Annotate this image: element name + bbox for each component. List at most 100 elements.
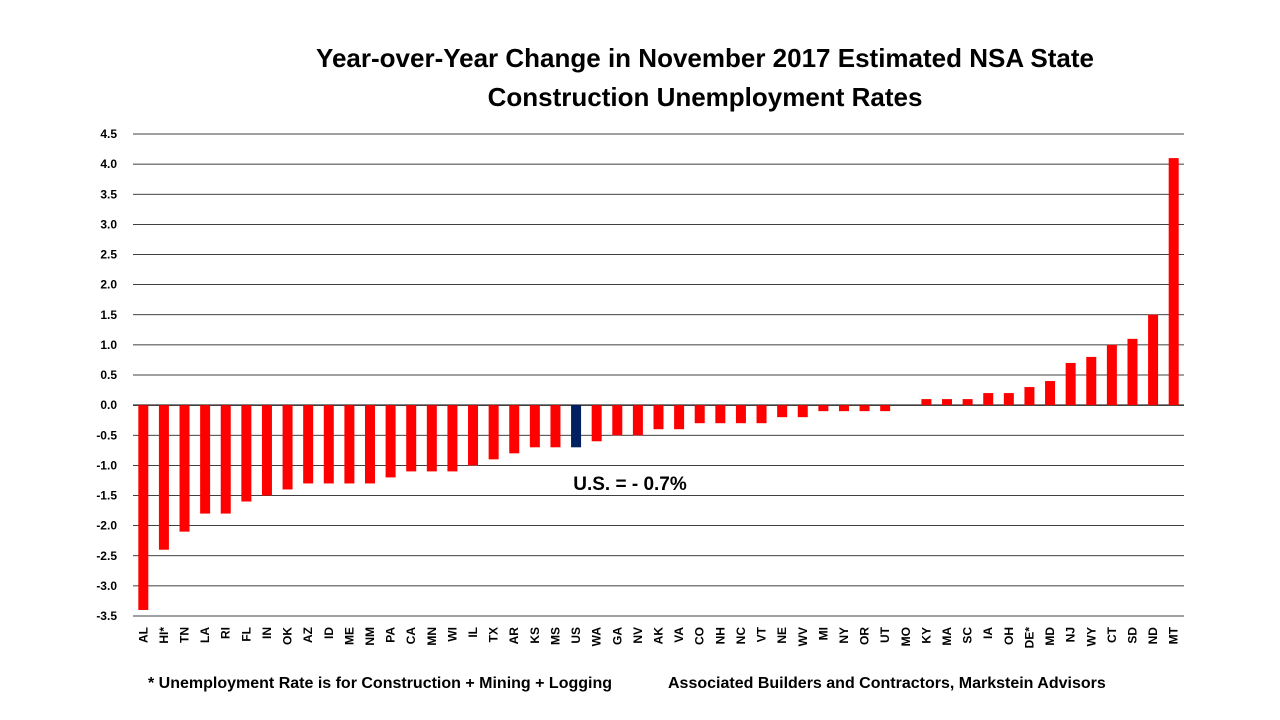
x-tick-label: ND — [1146, 627, 1160, 645]
bar-or — [859, 405, 870, 412]
x-tick-label: SD — [1125, 627, 1139, 644]
y-tick-label: 4.5 — [100, 127, 117, 141]
bar-us — [571, 405, 582, 448]
y-tick-label: 2.5 — [100, 248, 117, 262]
bar-sd — [1127, 338, 1138, 406]
bar-al — [138, 405, 149, 610]
bar-wv — [797, 405, 808, 418]
bar-vt — [756, 405, 767, 424]
x-tick-label: DE* — [1022, 627, 1036, 649]
bar-ny — [838, 405, 849, 412]
bar-nd — [1148, 314, 1159, 406]
x-tick-label: WV — [796, 627, 810, 646]
x-tick-label: SC — [961, 627, 975, 644]
bar-sc — [962, 399, 973, 406]
bar-nv — [632, 405, 643, 436]
bar-ga — [612, 405, 623, 436]
y-tick-label: 3.0 — [100, 217, 117, 231]
x-tick-label: TX — [487, 627, 501, 642]
y-tick-label: 1.0 — [100, 338, 117, 352]
bars — [138, 158, 1179, 610]
footnote: * Unemployment Rate is for Construction … — [148, 675, 613, 692]
x-tick-label: MA — [940, 627, 954, 646]
x-tick-label: AK — [652, 627, 666, 645]
chart-title-line2: Construction Unemployment Rates — [487, 82, 923, 112]
x-tick-label: ME — [342, 627, 356, 645]
bar-ky — [921, 399, 932, 406]
bar-wy — [1086, 356, 1097, 406]
chart-title-line1: Year-over-Year Change in November 2017 E… — [316, 43, 1094, 73]
x-tick-label: IL — [466, 627, 480, 638]
x-tick-label: AZ — [301, 627, 315, 643]
bar-me — [344, 405, 355, 484]
x-tick-label: HI* — [157, 627, 171, 644]
y-tick-label: 2.0 — [100, 278, 117, 292]
x-tick-label: TN — [178, 627, 192, 643]
bar-nm — [364, 405, 375, 484]
x-tick-label: NH — [713, 627, 727, 644]
y-tick-label: -1.5 — [96, 489, 117, 503]
us-annotation: U.S. = - 0.7% — [573, 474, 687, 495]
y-tick-label: 1.5 — [100, 308, 117, 322]
x-tick-label: IA — [981, 627, 995, 639]
x-tick-label: OK — [281, 627, 295, 645]
x-tick-label: KS — [528, 627, 542, 644]
x-tick-label: MS — [548, 627, 562, 645]
x-tick-label: NY — [837, 627, 851, 644]
y-tick-label: -3.0 — [96, 579, 117, 593]
bar-nc — [735, 405, 746, 424]
x-tick-label: WY — [1084, 627, 1098, 646]
y-tick-label: -2.0 — [96, 519, 117, 533]
bar-la — [200, 405, 211, 514]
bar-ca — [406, 405, 417, 472]
y-tick-label: 4.0 — [100, 157, 117, 171]
x-tick-label: RI — [219, 627, 233, 639]
bar-wa — [591, 405, 602, 442]
bar-ar — [509, 405, 520, 454]
bar-va — [674, 405, 685, 430]
x-tick-label: UT — [878, 626, 892, 643]
x-tick-label: ID — [322, 627, 336, 639]
x-axis-labels: AL HI* TN LA RI FL IN OK AZ ID ME NM PA CA MN WI IL TX AR K… — [136, 626, 1180, 648]
bar-ms — [550, 405, 561, 448]
bar-il — [468, 405, 479, 466]
bar-ri — [220, 405, 231, 514]
x-tick-label: GA — [610, 627, 624, 645]
x-tick-label: AL — [136, 627, 150, 643]
x-tick-label: NE — [775, 627, 789, 644]
y-tick-label: -2.5 — [96, 549, 117, 563]
x-tick-label: CT — [1105, 626, 1119, 643]
bar-ct — [1106, 344, 1117, 406]
y-tick-label: -1.0 — [96, 458, 117, 472]
x-tick-label: MO — [899, 627, 913, 646]
x-tick-label: MI — [816, 627, 830, 640]
source-credit: Associated Builders and Contractors, Mar… — [668, 675, 1106, 692]
x-tick-label: WA — [590, 627, 604, 647]
bar-ut — [880, 405, 891, 412]
x-tick-label: CO — [693, 627, 707, 645]
y-tick-label: -3.5 — [96, 609, 117, 623]
x-tick-label: PA — [384, 627, 398, 643]
bar-ak — [653, 405, 664, 430]
x-tick-label: WI — [445, 627, 459, 642]
bar-de — [1024, 387, 1035, 406]
bar-ks — [529, 405, 540, 448]
bar-nh — [715, 405, 726, 424]
x-tick-label: IN — [260, 627, 274, 639]
x-tick-label: FL — [239, 627, 253, 642]
bar-az — [303, 405, 314, 484]
x-tick-label: NM — [363, 627, 377, 646]
bar-pa — [385, 405, 396, 478]
bar-nj — [1065, 362, 1076, 406]
bar-md — [1045, 381, 1056, 406]
x-tick-label: VA — [672, 627, 686, 643]
y-tick-label: 0.5 — [100, 368, 117, 382]
y-tick-label: 3.5 — [100, 187, 117, 201]
x-tick-label: CA — [404, 627, 418, 645]
y-tick-label: -0.5 — [96, 428, 117, 442]
x-tick-label: OR — [858, 627, 872, 645]
x-tick-label: AR — [507, 627, 521, 645]
gridlines — [133, 133, 1184, 617]
bar-co — [694, 405, 705, 424]
